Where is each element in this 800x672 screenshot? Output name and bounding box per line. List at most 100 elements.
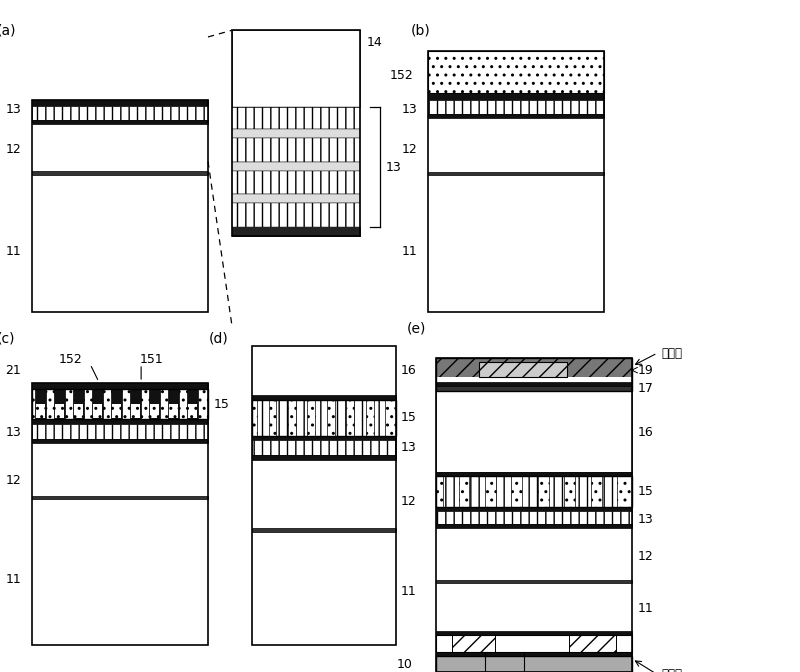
Text: 152: 152 (59, 353, 82, 366)
Bar (168, 390, 179, 419)
Text: 絶縁膜: 絶縁膜 (662, 668, 682, 672)
Bar (436, 583, 632, 631)
Bar (252, 395, 396, 400)
Bar (436, 377, 632, 382)
Bar (186, 390, 198, 419)
Bar (570, 635, 616, 653)
Bar (73, 390, 84, 419)
Bar (602, 476, 618, 507)
Bar (436, 511, 632, 524)
Text: 15: 15 (638, 485, 654, 498)
Text: 12: 12 (6, 474, 22, 487)
Bar (436, 656, 632, 672)
Bar (374, 400, 386, 435)
Bar (232, 30, 360, 107)
Bar (32, 124, 208, 172)
Bar (150, 405, 158, 418)
Bar (428, 50, 604, 93)
Text: 17: 17 (638, 382, 654, 395)
Bar (252, 435, 396, 440)
Bar (232, 107, 360, 129)
Bar (436, 635, 632, 653)
Text: 12: 12 (402, 143, 418, 157)
Text: (b): (b) (410, 23, 430, 37)
Bar (93, 405, 102, 418)
Bar (112, 405, 121, 418)
Bar (188, 405, 197, 418)
Bar (232, 129, 360, 138)
Bar (436, 524, 632, 528)
Bar (575, 476, 591, 507)
Text: 11: 11 (638, 602, 654, 616)
Text: 11: 11 (402, 245, 418, 258)
Text: (d): (d) (209, 331, 229, 345)
Bar (232, 227, 360, 236)
Bar (32, 496, 208, 499)
Bar (443, 476, 458, 507)
Bar (252, 440, 396, 455)
Bar (315, 400, 327, 435)
Bar (428, 172, 604, 175)
Text: 15: 15 (400, 411, 416, 424)
Bar (452, 635, 494, 653)
Text: (a): (a) (0, 23, 16, 37)
Bar (277, 400, 288, 435)
Bar (436, 386, 632, 391)
Bar (428, 118, 604, 172)
Bar (335, 400, 346, 435)
Bar (252, 455, 396, 460)
Bar (296, 400, 307, 435)
Text: 13: 13 (638, 513, 654, 526)
Bar (436, 391, 632, 472)
Bar (436, 507, 632, 511)
Bar (252, 460, 396, 528)
Bar (36, 405, 45, 418)
Bar (32, 106, 208, 120)
Bar (436, 528, 632, 580)
Bar (55, 405, 64, 418)
Bar (232, 203, 360, 227)
Bar (232, 171, 360, 194)
Text: 12: 12 (6, 143, 22, 157)
Bar (32, 383, 208, 645)
Text: 16: 16 (400, 364, 416, 376)
Text: 10: 10 (397, 658, 413, 671)
Bar (232, 30, 360, 107)
Text: 15: 15 (214, 398, 229, 411)
Text: 13: 13 (400, 442, 416, 454)
Bar (32, 439, 208, 444)
Bar (232, 162, 360, 171)
Bar (436, 382, 632, 386)
Text: 16: 16 (638, 425, 654, 439)
Bar (252, 528, 396, 532)
Bar (496, 476, 511, 507)
Text: 11: 11 (6, 245, 22, 258)
Bar (428, 99, 604, 114)
Bar (32, 444, 208, 496)
Bar (32, 499, 208, 645)
Text: 絶縁膜: 絶縁膜 (662, 347, 682, 360)
Bar (32, 383, 208, 390)
Bar (436, 635, 632, 653)
Text: 151: 151 (140, 353, 163, 366)
Text: 13: 13 (6, 426, 22, 439)
Bar (32, 99, 208, 312)
Bar (32, 419, 208, 424)
Bar (549, 476, 564, 507)
Bar (74, 405, 82, 418)
Bar (169, 405, 178, 418)
Bar (252, 532, 396, 645)
Bar (92, 390, 103, 419)
Text: 13: 13 (402, 103, 418, 116)
Text: 13: 13 (386, 161, 402, 173)
Bar (428, 114, 604, 118)
Bar (436, 476, 632, 507)
Bar (32, 171, 208, 175)
Bar (436, 580, 632, 583)
Text: 152: 152 (390, 69, 413, 82)
Text: 14: 14 (366, 36, 382, 48)
Bar (436, 472, 632, 476)
Bar (32, 390, 208, 419)
Bar (131, 405, 140, 418)
Bar (32, 120, 208, 124)
